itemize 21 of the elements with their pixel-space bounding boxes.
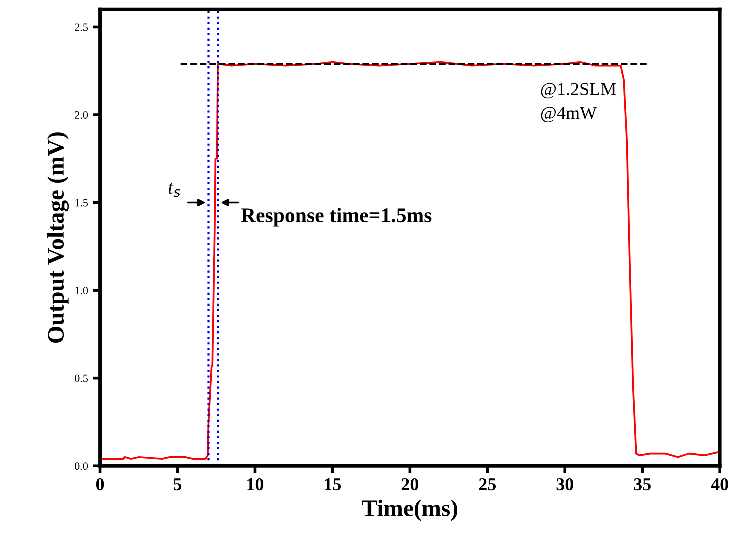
x-axis-title: Time(ms) xyxy=(362,500,458,522)
y-tick-label: 2.0 xyxy=(75,111,88,120)
annotation: t$_{s}$ xyxy=(168,182,180,198)
y-tick-label: 1.0 xyxy=(76,287,88,295)
annotation: Response time=1.5ms xyxy=(241,208,432,227)
x-tick-label: 10 xyxy=(248,478,264,491)
x-tick-label: 15 xyxy=(325,478,342,491)
annotation: @1.2SLM @4mW xyxy=(541,83,616,123)
x-tick-label: 5 xyxy=(174,478,182,491)
x-tick-label: 25 xyxy=(479,478,496,491)
y-tick-label: 0.0 xyxy=(75,462,88,470)
y-axis-title: Output Voltage (mV) xyxy=(47,132,70,343)
y-tick-label: 0.5 xyxy=(75,374,88,382)
line-series xyxy=(100,61,720,460)
x-tick-label: 20 xyxy=(402,478,419,491)
y-tick-label: 1.5 xyxy=(76,199,88,207)
x-tick-label: 0 xyxy=(96,478,104,491)
x-tick-label: 35 xyxy=(634,478,651,491)
y-tick-label: 2.5 xyxy=(75,24,88,32)
x-tick-label: 30 xyxy=(556,478,574,491)
x-tick-label: 40 xyxy=(711,478,728,491)
